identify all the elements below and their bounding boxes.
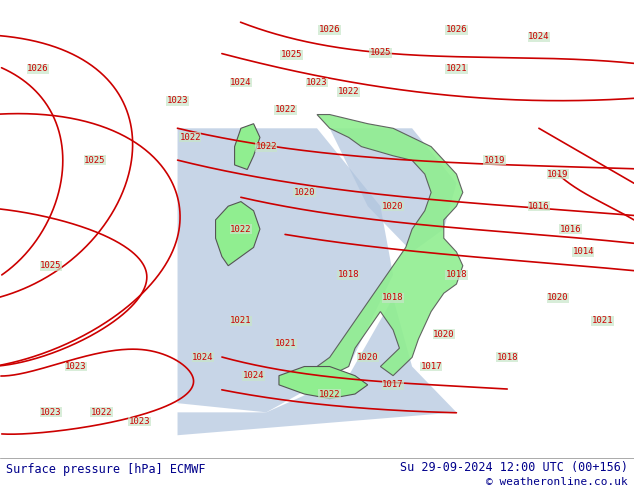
Text: 1017: 1017 [420,362,442,371]
Text: © weatheronline.co.uk: © weatheronline.co.uk [486,477,628,487]
Text: 1019: 1019 [484,156,505,165]
Text: 1016: 1016 [528,202,550,211]
Text: 1024: 1024 [230,78,252,87]
Polygon shape [235,123,260,170]
Text: 1021: 1021 [230,316,252,325]
Text: 1021: 1021 [275,339,296,348]
Text: 1020: 1020 [547,294,569,302]
Text: 1023: 1023 [306,78,328,87]
Text: 1020: 1020 [433,330,455,339]
Text: 1019: 1019 [547,170,569,178]
Polygon shape [279,367,368,398]
Text: 1018: 1018 [446,270,467,279]
Text: 1016: 1016 [560,224,581,234]
Text: 1024: 1024 [192,353,214,362]
Text: 1020: 1020 [357,353,378,362]
Text: 1023: 1023 [167,97,188,105]
Text: 1014: 1014 [573,247,594,256]
Text: 1022: 1022 [230,224,252,234]
Text: 1017: 1017 [382,380,404,390]
Text: 1022: 1022 [275,105,296,115]
Text: 1022: 1022 [91,408,112,417]
Text: 1018: 1018 [338,270,359,279]
Polygon shape [178,298,456,435]
Text: Surface pressure [hPa] ECMWF: Surface pressure [hPa] ECMWF [6,463,206,476]
Text: 1018: 1018 [496,353,518,362]
Text: 1026: 1026 [446,25,467,34]
Text: 1025: 1025 [40,261,61,270]
Text: 1023: 1023 [65,362,87,371]
Polygon shape [330,128,456,252]
Text: 1021: 1021 [446,64,467,73]
Text: 1022: 1022 [338,87,359,96]
Text: 1020: 1020 [294,188,315,197]
Text: 1024: 1024 [528,32,550,41]
Text: 1023: 1023 [40,408,61,417]
Text: 1024: 1024 [243,371,264,380]
Text: 1022: 1022 [319,390,340,398]
Polygon shape [317,115,463,376]
Text: 1022: 1022 [256,142,277,151]
Polygon shape [216,201,260,266]
Text: 1018: 1018 [382,294,404,302]
Text: 1022: 1022 [179,133,201,142]
Text: 1026: 1026 [319,25,340,34]
Text: 1025: 1025 [281,50,302,59]
Text: 1025: 1025 [370,48,391,57]
Text: 1021: 1021 [592,316,613,325]
Text: 1026: 1026 [27,64,49,73]
Text: 1023: 1023 [129,417,150,426]
Polygon shape [178,128,393,413]
Text: 1025: 1025 [84,156,106,165]
Text: 1020: 1020 [382,202,404,211]
Text: Su 29-09-2024 12:00 UTC (00+156): Su 29-09-2024 12:00 UTC (00+156) [399,461,628,473]
